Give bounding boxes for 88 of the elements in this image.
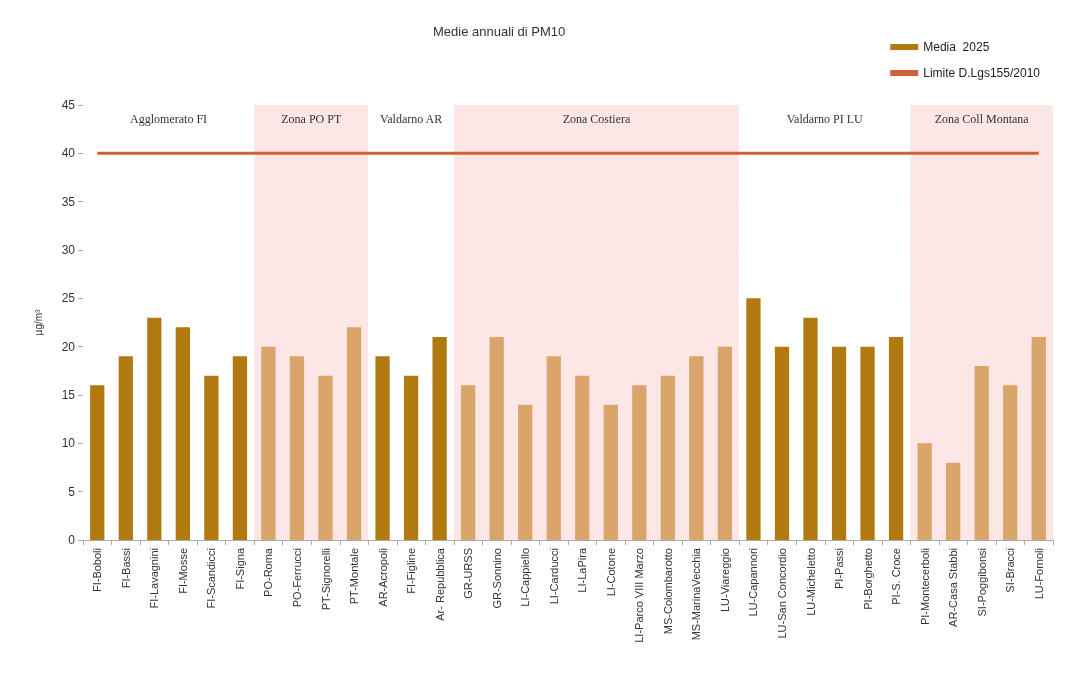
x-tick-label: AR-Acropoli: [376, 548, 389, 607]
x-tick-label: FI-Scandicci: [205, 548, 218, 609]
bar: [888, 337, 904, 540]
bar: [204, 375, 219, 540]
bar: [289, 356, 305, 540]
x-tick-label: SI-Poggibonsi: [975, 548, 988, 617]
x-tick-label: SI-Bracci: [1004, 548, 1017, 593]
x-tick-label: PO-Ferrucci: [290, 548, 303, 608]
x-tick-label: FI-Signa: [233, 547, 246, 590]
bar: [232, 356, 248, 540]
y-tick-label: 5: [68, 484, 76, 499]
bar: [632, 385, 647, 540]
x-tick-label: FI-Lavagnini: [148, 548, 161, 609]
band-label: Valdarno PI LU: [786, 112, 864, 126]
bar: [346, 327, 362, 540]
bar: [403, 375, 419, 540]
chart-title: Medie annuali di PM10: [433, 24, 566, 39]
bar: [575, 375, 590, 540]
x-tick-label: GR-Sonnino: [490, 548, 503, 609]
y-tick-label: 20: [61, 339, 76, 354]
bar: [318, 375, 333, 540]
x-tick-label: LU-Micheletto: [804, 548, 817, 616]
legend-label: Media 2025: [923, 40, 990, 54]
x-tick-label: MS-MarinaVecchia: [690, 547, 703, 641]
bar: [831, 346, 847, 540]
x-tick-label: LU-Capannori: [747, 548, 760, 617]
x-tick-label: FI-Boboli: [91, 548, 104, 593]
x-tick-label: PI-S. Croce: [890, 548, 903, 605]
y-tick-label: 25: [61, 291, 76, 306]
x-tick-label: GR-URSS: [462, 548, 475, 599]
x-tick-label: MS-Colombarotto: [661, 548, 674, 635]
bar: [261, 346, 276, 540]
bar: [489, 337, 504, 540]
x-tick-label: LI-Carducci: [547, 548, 560, 605]
bar: [974, 366, 989, 540]
x-tick-label: PO-Roma: [262, 547, 275, 597]
bar: [860, 346, 875, 540]
x-tick-label: AR-Casa Stabbi: [947, 548, 960, 627]
bar: [1031, 337, 1046, 540]
bar: [774, 346, 790, 540]
band-label: Zona Costiera: [562, 112, 632, 126]
x-tick-label: LU-Viareggio: [718, 548, 731, 613]
band-label: Valdarno AR: [379, 112, 443, 126]
y-tick-label: 15: [61, 388, 76, 402]
y-tick-label: 0: [68, 533, 76, 547]
band-label: Zona Coll Montana: [934, 112, 1030, 126]
x-tick-label: LI-Parco VIII Marzo: [633, 548, 646, 643]
bar: [432, 337, 447, 540]
y-axis-title: µg/m³: [32, 308, 44, 336]
x-tick-label: LI-LaPira: [576, 547, 589, 593]
bar: [660, 375, 675, 540]
bar: [118, 356, 133, 540]
x-tick-label: PT-Montale: [348, 548, 361, 605]
bar: [90, 385, 105, 540]
x-tick-label: FI-Bassi: [119, 548, 132, 589]
bar: [803, 317, 818, 540]
bar: [746, 298, 761, 540]
bar: [147, 317, 162, 540]
legend-label: Limite D.Lgs155/2010: [923, 66, 1041, 80]
y-tick-label: 45: [61, 98, 76, 112]
x-tick-label: LU-San Concordio: [775, 548, 788, 639]
y-tick-label: 10: [61, 436, 76, 451]
bar: [518, 404, 533, 540]
x-tick-label: LU-Fornoli: [1032, 548, 1045, 600]
x-tick-label: LI-Cotone: [604, 548, 617, 597]
bar: [946, 462, 961, 540]
bar: [689, 356, 704, 540]
bar: [461, 385, 476, 540]
x-tick-label: LI-Cappiello: [519, 548, 532, 607]
y-tick-label: 40: [61, 146, 76, 161]
x-tick-label: PI-Passi: [833, 548, 846, 589]
x-tick-label: FI-Figline: [405, 548, 418, 594]
bar: [717, 346, 733, 540]
bar: [546, 356, 561, 540]
x-tick-label: PI-Montecerboli: [918, 548, 931, 626]
x-tick-label: PI-Borghetto: [861, 548, 874, 610]
bar: [1003, 385, 1018, 540]
bar: [175, 327, 190, 540]
y-tick-label: 30: [61, 243, 76, 257]
band-label: Agglomerato FI: [130, 112, 208, 126]
y-tick-label: 35: [61, 194, 76, 209]
bar: [375, 356, 390, 540]
x-tick-label: FI-Mosse: [176, 548, 189, 594]
x-tick-label: Ar- Repubblica: [433, 547, 446, 621]
x-tick-label: PT-Signorelli: [319, 548, 332, 611]
bar: [917, 443, 932, 540]
bar: [603, 404, 618, 540]
band-label: Zona PO PT: [281, 112, 342, 126]
